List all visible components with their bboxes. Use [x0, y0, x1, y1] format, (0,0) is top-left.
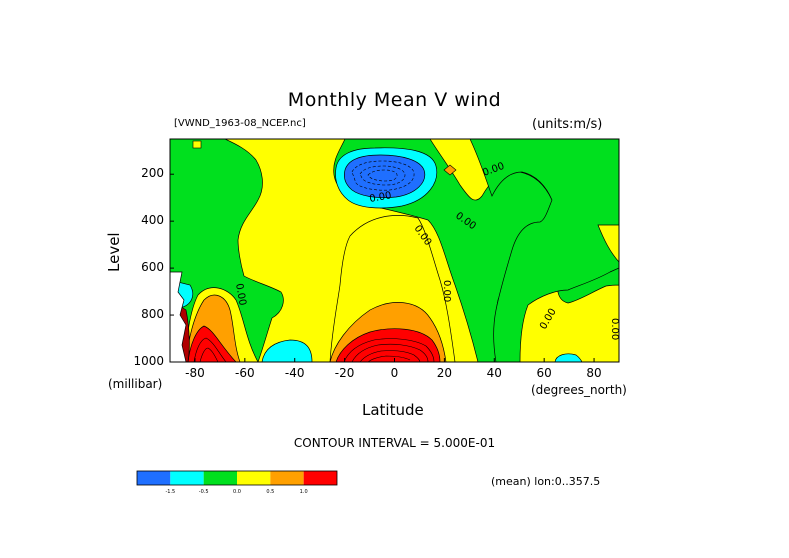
y-axis-unit: (millibar) — [108, 377, 163, 391]
colorbar-swatch — [303, 471, 337, 485]
contour-label: 0.00 — [369, 190, 393, 205]
contour-label: 0.00 — [233, 283, 248, 307]
y-tick-label: 400 — [141, 213, 164, 228]
y-tick-label: 1000 — [133, 354, 164, 368]
chart-title: Monthly Mean V wind — [287, 89, 502, 111]
y-tick-label: 200 — [141, 166, 164, 181]
field-blue-upper — [344, 154, 426, 198]
field-yellow-rstrip — [597, 224, 619, 263]
x-tick-label: -80 — [185, 366, 205, 380]
y-tick-label: 800 — [141, 307, 164, 322]
contour-interval: CONTOUR INTERVAL = 5.000E-01 — [293, 436, 496, 450]
x-axis-unit: (degrees_north) — [531, 383, 627, 397]
contour-label: 0.00 — [441, 280, 452, 302]
x-tick-label: 80 — [586, 366, 602, 380]
x-tick-label: -20 — [334, 366, 355, 380]
colorbar-swatch — [237, 471, 271, 485]
colorbar-level-label: 0.5 — [266, 489, 275, 495]
x-tick-label: 60 — [536, 366, 552, 380]
colorbar-swatch — [170, 471, 204, 485]
field-cyan-lower — [261, 339, 313, 362]
x-tick-label: 20 — [436, 366, 453, 380]
field-red-center — [335, 328, 441, 362]
x-axis-title: Latitude — [362, 401, 424, 419]
colorbar-frame — [136, 470, 338, 486]
colorbar-level-label: -1.5 — [165, 489, 176, 495]
colorbar-swatch — [137, 471, 171, 485]
colorbar-swatch — [203, 471, 237, 485]
colorbar-level-label: 0.0 — [233, 489, 241, 495]
x-tick-label: 40 — [486, 366, 502, 380]
contour-label: 0.00 — [609, 318, 620, 340]
units-label: (units:m/s) — [532, 117, 603, 132]
field-red-left — [187, 325, 237, 362]
colorbar-level-label: 1.0 — [299, 489, 308, 495]
field-green-right-band — [469, 139, 619, 362]
y-tick-label: 600 — [141, 260, 164, 275]
dataset-label: [VWND_1963-08_NCEP.nc] — [174, 118, 306, 129]
contour-field — [170, 139, 619, 362]
y-ticks — [170, 173, 174, 363]
x-tick-label: 0 — [390, 366, 399, 380]
x-tick-label: -60 — [235, 366, 255, 380]
colorbar-level-label: -0.5 — [198, 489, 209, 495]
x-ticks — [194, 358, 595, 362]
field-white-left — [170, 271, 187, 362]
colorbar — [136, 470, 338, 486]
mean-note: (mean) lon:0..357.5 — [491, 475, 601, 488]
colorbar-swatch — [270, 471, 304, 485]
x-tick-label: -40 — [284, 366, 305, 380]
